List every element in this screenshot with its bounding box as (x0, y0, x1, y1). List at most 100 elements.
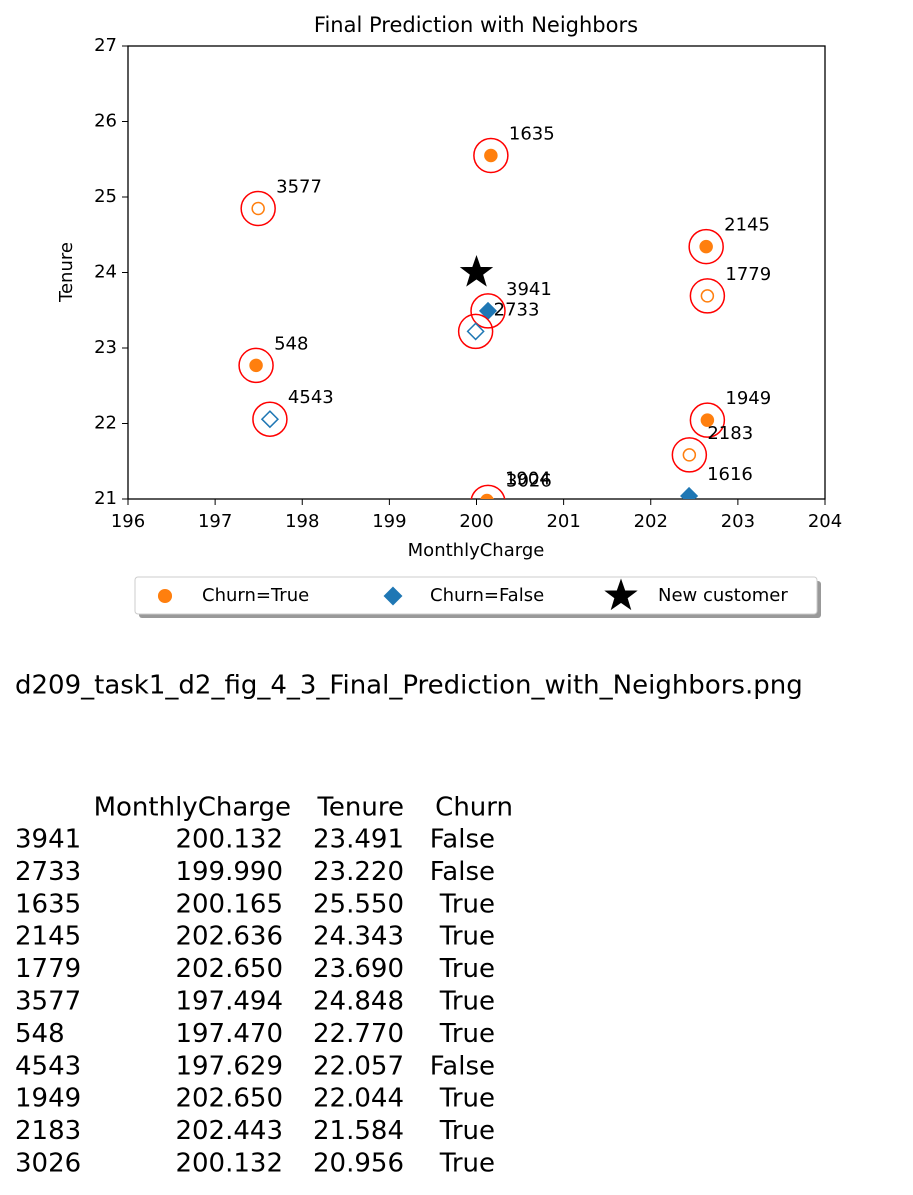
neighbor-ring (689, 278, 726, 314)
legend-label: Churn=False (430, 585, 544, 606)
x-tick-label: 201 (546, 511, 580, 532)
point-label: 1949 (725, 388, 771, 409)
table-index: 3026 (15, 1149, 81, 1179)
x-tick-label: 196 (111, 511, 145, 532)
table-cell: 197.629 (175, 1051, 283, 1081)
point-label: 1779 (725, 264, 771, 285)
point (466, 322, 485, 341)
point-label: 3577 (276, 176, 322, 197)
table-cell: 22.057 (313, 1051, 404, 1081)
point-label: 3026 (506, 470, 552, 491)
point (680, 486, 699, 499)
table-cell: 20.956 (313, 1149, 404, 1179)
table-header: MonthlyCharge (94, 793, 291, 823)
neighbor-ring (688, 228, 724, 265)
x-tick-label: 197 (198, 511, 232, 532)
neighbor-ring (240, 190, 276, 227)
table-cell: 24.848 (313, 987, 404, 1017)
table-cell: 197.494 (175, 987, 283, 1017)
table-header: Tenure (316, 793, 404, 823)
table-index: 2145 (15, 922, 81, 952)
table-index: 3941 (15, 825, 81, 855)
table-cell: True (439, 922, 495, 952)
table-cell: True (439, 889, 495, 919)
point-label: 1616 (707, 464, 753, 485)
table-cell: 23.690 (313, 954, 404, 984)
table-cell: True (439, 987, 495, 1017)
neighbor-ring (252, 401, 288, 437)
table-cell: True (439, 954, 495, 984)
table-cell: 23.491 (313, 825, 404, 855)
point-label: 1904 (505, 469, 551, 490)
legend (134, 576, 818, 615)
table-cell: False (430, 857, 495, 887)
point-label: 2145 (724, 215, 770, 236)
table-cell: 200.132 (175, 825, 283, 855)
neighbor-ring (689, 402, 726, 438)
table-cell: 200.132 (175, 1149, 283, 1179)
point-label: 3941 (506, 279, 552, 300)
y-tick-label: 22 (94, 413, 117, 434)
neighbor-ring (470, 293, 506, 329)
y-tick-label: 25 (94, 186, 117, 207)
x-tick-label: 198 (285, 511, 319, 532)
table-cell: 199.990 (175, 857, 283, 887)
point-label: 1635 (509, 123, 555, 144)
table-cell: 25.550 (313, 889, 404, 919)
neighbor-ring (671, 437, 708, 473)
table-cell: 24.343 (313, 922, 404, 952)
y-tick-label: 26 (94, 111, 117, 132)
point (459, 254, 494, 287)
table-index: 1635 (15, 889, 81, 919)
point (249, 358, 263, 373)
table-cell: 22.770 (313, 1019, 404, 1049)
legend-marker (604, 578, 638, 611)
table-cell: True (439, 1116, 495, 1146)
x-tick-label: 202 (634, 511, 668, 532)
point-label: 2733 (494, 299, 540, 320)
point-label: 2183 (707, 423, 753, 444)
table-cell: 202.443 (175, 1116, 283, 1146)
caption: d209_task1_d2_fig_4_3_Final_Prediction_w… (15, 671, 803, 701)
x-tick-label: 203 (721, 511, 755, 532)
table-cell: True (439, 1019, 495, 1049)
point (484, 148, 498, 163)
x-tick-label: 204 (808, 511, 842, 532)
legend-label: Churn=True (202, 585, 309, 606)
point (699, 239, 713, 254)
table-cell: False (430, 825, 495, 855)
table-header: Churn (435, 793, 513, 823)
chart-title: Final Prediction with Neighbors (314, 13, 638, 37)
point (480, 493, 494, 499)
table-index: 1779 (15, 954, 81, 984)
point (682, 448, 697, 462)
point-label: 4543 (288, 387, 334, 408)
table-cell: 200.165 (175, 889, 283, 919)
x-tick-label: 200 (459, 511, 493, 532)
table-cell: 202.650 (175, 954, 283, 984)
plot-area (238, 137, 726, 499)
table-index: 548 (15, 1019, 65, 1049)
point-label: 548 (274, 333, 308, 354)
table-index: 4543 (15, 1051, 81, 1081)
table-cell: True (439, 1084, 495, 1114)
y-axis-label: Tenure (56, 242, 77, 303)
neighbor-ring (238, 347, 274, 384)
table-cell: True (439, 1149, 495, 1179)
legend-marker (157, 588, 173, 604)
table-index: 3577 (15, 987, 81, 1017)
point (260, 410, 279, 429)
table-cell: 202.636 (175, 922, 283, 952)
neighbor-ring (470, 484, 506, 499)
point (700, 413, 715, 427)
table-cell: False (430, 1051, 495, 1081)
point (251, 201, 265, 216)
table-cell: 197.470 (175, 1019, 283, 1049)
table-index: 2183 (15, 1116, 81, 1146)
table-cell: 21.584 (313, 1116, 404, 1146)
y-tick-label: 21 (94, 488, 117, 509)
neighbor-ring (473, 137, 509, 174)
table-cell: 202.650 (175, 1084, 283, 1114)
x-axis-label: MonthlyCharge (408, 540, 545, 561)
